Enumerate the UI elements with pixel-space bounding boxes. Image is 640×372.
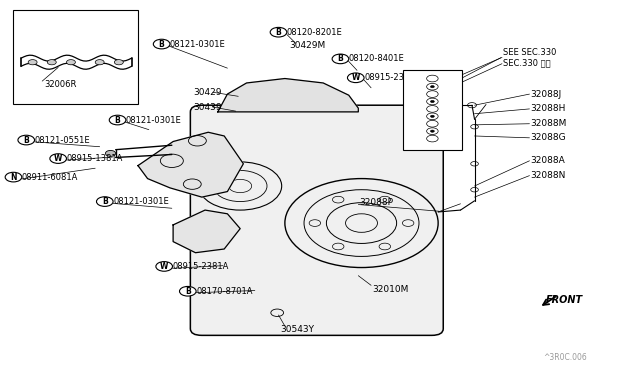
Text: SEC.330 参照: SEC.330 参照 (503, 58, 551, 67)
Text: 08121-0551E: 08121-0551E (35, 135, 90, 145)
Circle shape (28, 60, 37, 65)
Text: B: B (102, 197, 108, 206)
FancyBboxPatch shape (190, 105, 444, 335)
Circle shape (67, 60, 76, 65)
Circle shape (431, 130, 435, 132)
Bar (403, 70, 462, 150)
Text: 08911-6081A: 08911-6081A (22, 173, 78, 182)
Text: 08120-8201E: 08120-8201E (287, 28, 342, 37)
Text: 32088G: 32088G (531, 133, 566, 142)
Circle shape (47, 60, 56, 65)
Text: 32088J: 32088J (531, 90, 562, 99)
Text: W: W (351, 73, 360, 82)
Circle shape (5, 172, 22, 182)
Circle shape (332, 54, 349, 64)
Text: B: B (185, 287, 191, 296)
Text: 32088N: 32088N (531, 171, 566, 180)
Text: 08915-2381A: 08915-2381A (173, 262, 229, 271)
Text: B: B (24, 135, 29, 145)
Text: N: N (10, 173, 17, 182)
Text: 30429M: 30429M (289, 41, 326, 51)
Text: 30543Y: 30543Y (280, 325, 314, 334)
Text: 32088A: 32088A (531, 156, 566, 165)
Text: 08915-1381A: 08915-1381A (67, 154, 123, 163)
Text: B: B (115, 116, 120, 125)
Text: 32088H: 32088H (531, 105, 566, 113)
Circle shape (431, 115, 435, 118)
Text: ^3R0C.006: ^3R0C.006 (543, 353, 588, 362)
Text: 08121-0301E: 08121-0301E (113, 197, 169, 206)
Circle shape (106, 150, 116, 156)
Circle shape (270, 28, 287, 37)
Text: 08121-0301E: 08121-0301E (170, 39, 226, 49)
Text: 08915-2381A: 08915-2381A (364, 73, 420, 82)
Polygon shape (218, 78, 358, 112)
Circle shape (115, 60, 124, 65)
Circle shape (18, 135, 35, 145)
Circle shape (109, 115, 126, 125)
Circle shape (431, 100, 435, 103)
Text: 32088P: 32088P (360, 198, 394, 207)
Text: 08121-0301E: 08121-0301E (126, 116, 182, 125)
Text: 30429: 30429 (193, 88, 222, 97)
Text: B: B (337, 54, 343, 63)
Polygon shape (138, 132, 243, 197)
Text: 32006R: 32006R (44, 80, 77, 89)
Text: 08170-8701A: 08170-8701A (196, 287, 253, 296)
Text: FRONT: FRONT (546, 295, 583, 305)
Circle shape (179, 286, 196, 296)
Circle shape (97, 197, 113, 206)
Text: 32010M: 32010M (372, 285, 409, 294)
Circle shape (348, 73, 364, 83)
Text: W: W (160, 262, 168, 271)
Text: B: B (159, 39, 164, 49)
Text: B: B (276, 28, 282, 37)
Text: 08120-8401E: 08120-8401E (349, 54, 404, 63)
Circle shape (156, 262, 173, 271)
Text: W: W (54, 154, 62, 163)
Text: 30439: 30439 (193, 103, 222, 112)
Polygon shape (173, 210, 240, 253)
Circle shape (154, 39, 170, 49)
Circle shape (431, 86, 435, 88)
Text: 32088M: 32088M (531, 119, 567, 128)
Bar (13, 10, 138, 105)
Circle shape (50, 154, 67, 163)
Circle shape (95, 60, 104, 65)
Text: SEE SEC.330: SEE SEC.330 (503, 48, 557, 57)
